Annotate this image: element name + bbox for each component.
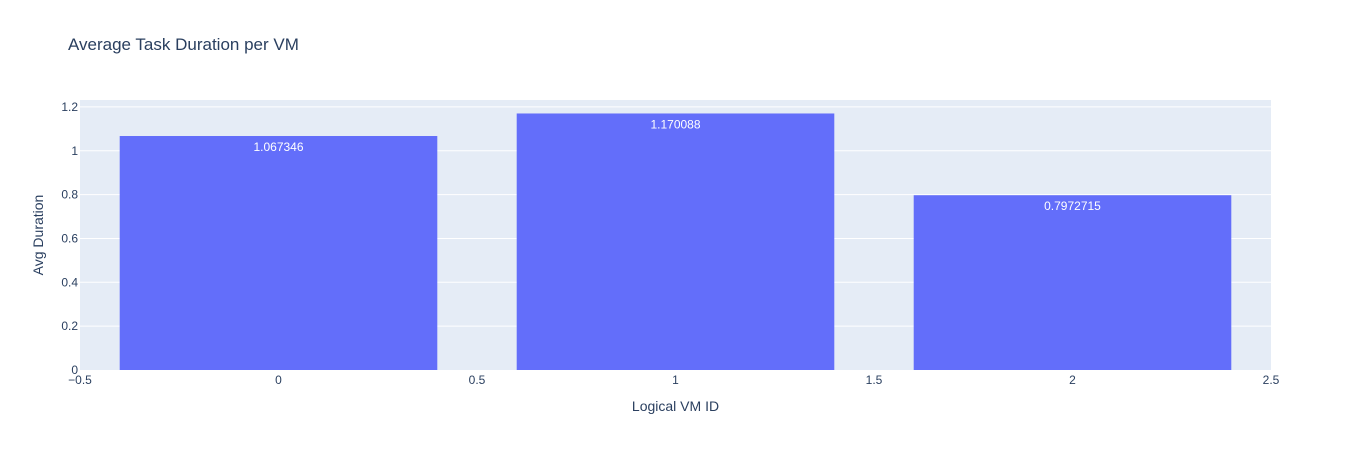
y-tick-label-2: 0.4 xyxy=(61,275,78,289)
bar-2[interactable] xyxy=(913,195,1232,370)
y-tick-label-6: 1.2 xyxy=(61,100,78,114)
x-axis-ticks: −0.5 0 0.5 1 1.5 2 2.5 xyxy=(68,373,1280,387)
x-tick-label-2: 0.5 xyxy=(469,373,486,387)
data-label-0: 1.067346 xyxy=(253,140,303,154)
data-labels: 1.067346 1.170088 0.7972715 xyxy=(253,117,1101,213)
x-tick-label-5: 2 xyxy=(1069,373,1076,387)
data-label-1: 1.170088 xyxy=(650,117,700,131)
x-tick-label-6: 2.5 xyxy=(1263,373,1280,387)
x-tick-label-3: 1 xyxy=(672,373,679,387)
bar-1[interactable] xyxy=(516,113,835,370)
bars xyxy=(119,113,1232,370)
x-tick-label-1: 0 xyxy=(275,373,282,387)
y-tick-label-3: 0.6 xyxy=(61,231,78,245)
y-tick-label-4: 0.8 xyxy=(61,188,78,202)
chart-title: Average Task Duration per VM xyxy=(68,35,299,54)
x-tick-label-4: 1.5 xyxy=(866,373,883,387)
y-axis-ticks: 0 0.2 0.4 0.6 0.8 1 1.2 xyxy=(61,100,78,377)
data-label-2: 0.7972715 xyxy=(1044,199,1101,213)
x-axis-title: Logical VM ID xyxy=(632,398,719,414)
x-tick-label-0: −0.5 xyxy=(68,373,92,387)
y-tick-label-5: 1 xyxy=(71,144,78,158)
y-tick-label-0: 0 xyxy=(71,363,78,377)
bar-0[interactable] xyxy=(119,136,438,370)
y-tick-label-1: 0.2 xyxy=(61,319,78,333)
y-axis-title: Avg Duration xyxy=(30,195,46,276)
